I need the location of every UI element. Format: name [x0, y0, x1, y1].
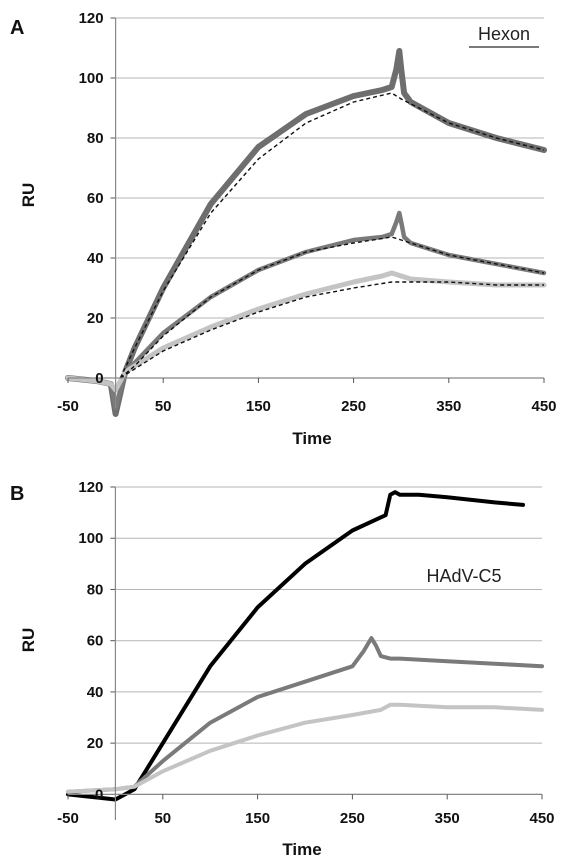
panel-a-fits — [119, 92, 545, 379]
panel-b-ticks: 0 20 40 60 80 100 120 -50 50 150 250 350 450 — [57, 479, 554, 827]
tick-label-y: 120 — [78, 479, 103, 496]
panel-a-series — [65, 48, 547, 417]
tick-label-y: 60 — [87, 633, 104, 650]
fit-curve-3 — [120, 281, 544, 379]
tick-label-x: 450 — [531, 398, 556, 415]
panel-b-xlabel: Time — [282, 840, 321, 859]
panel-a-annotation: Hexon — [478, 24, 530, 44]
tick-label-y: 100 — [78, 530, 103, 547]
tick-label-x: 250 — [341, 398, 366, 415]
tick-label-x: 350 — [435, 810, 460, 827]
tick-label-y: 20 — [87, 735, 104, 752]
tick-label-x: 50 — [155, 398, 172, 415]
tick-label-y: 40 — [87, 684, 104, 701]
tick-label-x: 350 — [436, 398, 461, 415]
tick-label-x: -50 — [57, 398, 79, 415]
tick-label-y: 80 — [87, 581, 104, 598]
series-line-2 — [66, 636, 544, 794]
tick-label-y: 40 — [87, 250, 104, 267]
panel-a-axes — [67, 17, 545, 408]
panel-b: B 0 20 40 60 80 100 120 -50 50 150 250 350 450 HAdV-… — [10, 479, 555, 859]
tick-label-x: 250 — [340, 810, 365, 827]
tick-label-y: 0 — [95, 786, 103, 803]
panel-a-ticks: 0 20 40 60 80 100 120 -50 50 150 250 350 450 — [57, 10, 556, 415]
panel-a-letter: A — [10, 17, 24, 39]
fit-curve-1 — [119, 92, 545, 379]
series-line-2 — [65, 210, 547, 411]
tick-label-y: 0 — [95, 370, 103, 387]
tick-label-y: 120 — [79, 10, 104, 27]
panel-a-xlabel: Time — [292, 429, 331, 448]
panel-a: A 0 20 40 60 80 100 120 -50 50 150 250 350 450 Hexon… — [10, 10, 557, 448]
tick-label-y: 80 — [87, 130, 104, 147]
panel-a-ylabel: RU — [19, 183, 38, 208]
tick-label-x: -50 — [57, 810, 79, 827]
panel-b-series — [66, 490, 544, 802]
tick-label-x: 150 — [246, 398, 271, 415]
tick-label-y: 60 — [87, 190, 104, 207]
tick-label-y: 100 — [79, 70, 104, 87]
panel-b-ylabel: RU — [19, 628, 38, 653]
panel-b-letter: B — [10, 483, 24, 505]
panel-b-axes — [67, 486, 543, 820]
panel-a-gridlines — [115, 17, 544, 379]
series-line-1 — [66, 490, 525, 802]
tick-label-x: 50 — [154, 810, 171, 827]
tick-label-y: 20 — [87, 310, 104, 327]
tick-label-x: 450 — [529, 810, 554, 827]
tick-label-x: 150 — [245, 810, 270, 827]
panel-b-annotation: HAdV-C5 — [426, 566, 501, 586]
series-line-3 — [66, 702, 544, 794]
